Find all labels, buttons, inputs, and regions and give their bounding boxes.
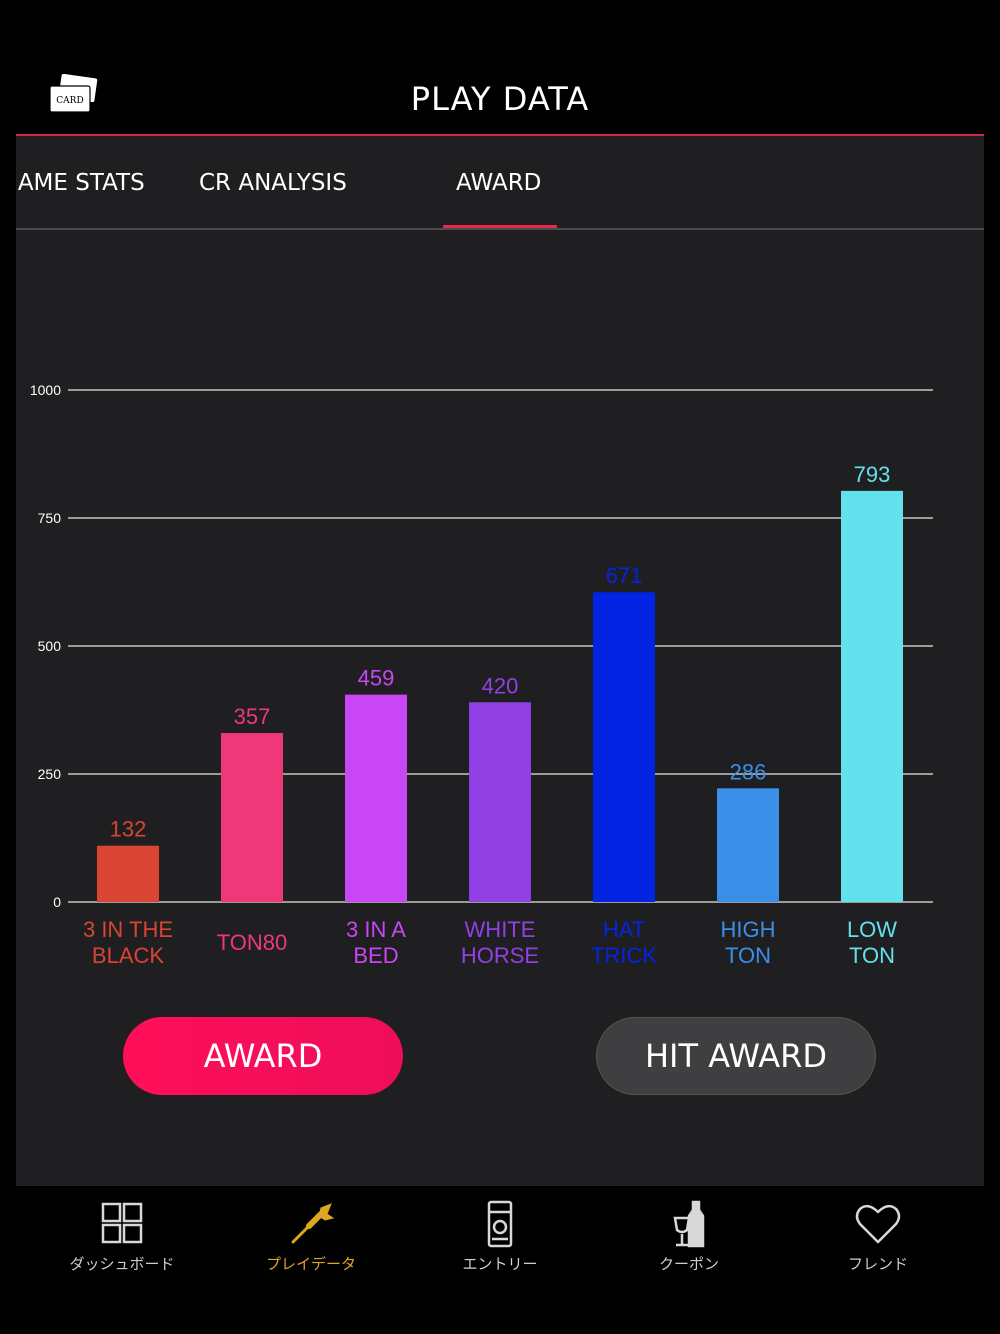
tab-game-stats[interactable]: GAME STATS [16, 170, 145, 196]
category-label: HIGH [721, 917, 776, 942]
data-label: 459 [358, 666, 395, 691]
nav-label-play-data: プレイデータ [265, 1255, 356, 1273]
data-label: 286 [730, 759, 767, 784]
nav-label-dashboard: ダッシュボード [69, 1255, 175, 1273]
bar [345, 694, 407, 902]
card-icon-label: CARD [56, 96, 83, 106]
y-tick-label: 750 [38, 510, 62, 526]
data-label: 357 [234, 704, 271, 729]
data-label: 132 [110, 817, 147, 842]
nav-play-data[interactable]: プレイデータ [216, 1186, 406, 1334]
award-button[interactable]: AWARD [123, 1017, 403, 1095]
bar [97, 845, 159, 902]
category-label: HORSE [461, 943, 539, 968]
tab-cr-analysis[interactable]: CR ANALYSIS [199, 170, 347, 196]
grid-icon [101, 1202, 143, 1244]
category-label: WHITE [465, 917, 536, 942]
y-tick-label: 0 [53, 894, 61, 910]
nav-friend[interactable]: フレンド [783, 1186, 973, 1334]
dart-machine-icon [487, 1200, 513, 1248]
active-tab-indicator [443, 225, 557, 228]
bottle-glass-icon [673, 1200, 705, 1248]
card-icon[interactable]: CARD [48, 74, 100, 114]
app-header: CARD PLAY DATA [0, 0, 1000, 136]
category-label: LOW [847, 917, 897, 942]
data-label: 671 [606, 563, 643, 588]
nav-entry[interactable]: エントリー [405, 1186, 595, 1334]
category-label: BED [353, 943, 398, 968]
bar [221, 733, 283, 902]
tab-award[interactable]: AWARD [456, 170, 542, 196]
data-label: 420 [482, 673, 519, 698]
category-label: 3 IN A [346, 917, 406, 942]
page-title: PLAY DATA [410, 80, 590, 118]
category-label: TON80 [217, 930, 288, 955]
category-label: TRICK [591, 943, 657, 968]
y-tick-label: 500 [38, 638, 62, 654]
nav-coupon[interactable]: クーポン [594, 1186, 784, 1334]
tab-bar: GAME STATS CR ANALYSIS AWARD [16, 136, 984, 230]
nav-dashboard[interactable]: ダッシュボード [27, 1186, 217, 1334]
nav-label-entry: エントリー [462, 1255, 538, 1273]
bar [593, 592, 655, 902]
dart-icon [291, 1203, 335, 1244]
category-label: BLACK [92, 943, 164, 968]
y-tick-label: 250 [38, 766, 62, 782]
category-label: HAT [603, 917, 645, 942]
y-tick-label: 1000 [30, 382, 61, 398]
bar [469, 702, 531, 902]
bottom-nav: ダッシュボード プレイデータ エントリー [0, 1186, 1000, 1334]
nav-label-coupon: クーポン [658, 1255, 719, 1273]
main-panel: GAME STATS CR ANALYSIS AWARD 0 250 500 750 1… [16, 134, 984, 1188]
hit-award-button[interactable]: HIT AWARD [596, 1017, 876, 1095]
category-label: 3 IN THE [83, 917, 173, 942]
category-label: TON [725, 943, 771, 968]
category-label: TON [849, 943, 895, 968]
bar [717, 788, 779, 902]
nav-label-friend: フレンド [847, 1255, 908, 1273]
heart-icon [855, 1204, 901, 1244]
data-label: 793 [854, 462, 891, 487]
bar [841, 490, 903, 902]
